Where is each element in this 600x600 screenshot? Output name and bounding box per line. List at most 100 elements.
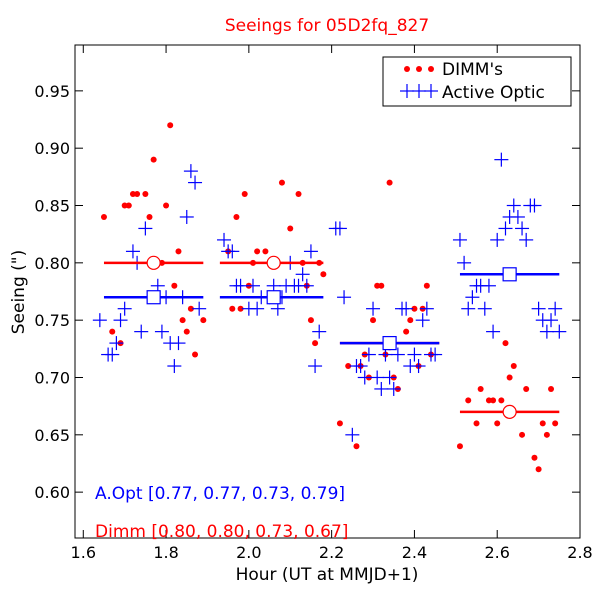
dimm-point-31: [287, 225, 294, 232]
aopt-point-42: [312, 324, 327, 339]
dimm-point-14: [175, 248, 182, 255]
aopt-point-51: [366, 301, 381, 316]
dimm-point-19: [200, 317, 207, 324]
dimm-point-22: [233, 213, 240, 220]
aopt-point-11: [154, 324, 169, 339]
dimm-point-39: [336, 420, 343, 427]
dimm-point-47: [378, 282, 385, 289]
aopt-point-68: [457, 255, 472, 270]
aopt-point-40: [303, 244, 318, 259]
aopt-point-15: [171, 336, 186, 351]
aopt-point-52: [370, 370, 385, 385]
dimm-point-6: [134, 191, 141, 198]
aopt-point-21: [217, 232, 232, 247]
dimm-point-9: [150, 156, 157, 163]
aopt-point-86: [531, 301, 546, 316]
y-axis-label: Seeing ("): [9, 250, 29, 335]
dimm-point-0: [100, 213, 107, 220]
dimm-point-67: [502, 340, 509, 347]
dimm-point-66: [498, 397, 505, 404]
dimm-point-64: [490, 397, 497, 404]
aopt-point-78: [498, 221, 513, 236]
dimm-point-13: [171, 282, 178, 289]
dimm-point-36: [312, 340, 319, 347]
aopt-point-28: [250, 301, 265, 316]
dimm-median-marker-0: [146, 255, 161, 270]
annotation-dimm-medians: Dimm [0.80, 0.80, 0.73, 0.67]: [95, 522, 348, 542]
aopt-point-69: [461, 301, 476, 316]
aopt-point-89: [544, 313, 559, 328]
y-axis: 0.60 0.65 0.70 0.75 0.80 0.85 0.90 0.95: [34, 82, 580, 502]
aopt-point-8: [134, 324, 149, 339]
y-tick-label-5: 0.85: [34, 197, 70, 216]
dimm-point-74: [539, 420, 546, 427]
x-tick-label-2: 2.0: [236, 543, 261, 562]
aopt-point-80: [506, 198, 521, 213]
aopt-point-19: [188, 175, 203, 190]
x-tick-label-5: 2.6: [484, 543, 509, 562]
aopt-point-20: [192, 301, 207, 316]
dimm-point-71: [523, 385, 530, 392]
aopt-point-50: [361, 347, 376, 362]
legend-aopt-plus-0: [400, 84, 414, 98]
aopt-point-57: [390, 347, 405, 362]
y-tick-label-3: 0.75: [34, 311, 70, 330]
aopt-point-85: [527, 198, 542, 213]
dimm-point-35: [307, 317, 314, 324]
aopt-point-62: [411, 359, 426, 374]
dimm-point-73: [535, 466, 542, 473]
aopt-point-23: [225, 244, 240, 259]
legend-aopt-label: Active Optic: [442, 83, 545, 103]
aopt-median-marker-3: [502, 267, 517, 282]
dimm-point-30: [278, 179, 285, 186]
y-tick-label-6: 0.90: [34, 139, 70, 158]
x-axis: 1.6 1.8 2.0 2.2 2.4 2.6 2.8: [71, 45, 593, 562]
aopt-median-marker-2: [382, 335, 397, 351]
aopt-point-76: [490, 232, 505, 247]
aopt-point-39: [299, 278, 314, 293]
dimm-point-24: [241, 191, 248, 198]
aopt-point-17: [179, 209, 194, 224]
dimm-point-60: [465, 397, 472, 404]
dimm-point-38: [320, 271, 327, 278]
dimm-point-32: [295, 191, 302, 198]
dimm-point-8: [146, 213, 153, 220]
aopt-point-61: [407, 347, 422, 362]
aopt-point-55: [382, 370, 397, 385]
aopt-point-70: [465, 290, 480, 305]
aopt-median-marker-0: [146, 290, 161, 305]
aopt-point-18: [183, 164, 198, 179]
aopt-point-82: [515, 221, 530, 236]
aopt-point-63: [415, 313, 430, 328]
x-tick-label-0: 1.6: [71, 543, 96, 562]
dimm-point-41: [353, 443, 360, 450]
aopt-point-73: [477, 301, 492, 316]
aopt-point-6: [125, 244, 140, 259]
dimm-point-52: [403, 328, 410, 335]
x-tick-label-4: 2.4: [402, 543, 427, 562]
dimm-point-18: [192, 351, 199, 358]
aopt-point-81: [510, 209, 525, 224]
aopt-point-74: [481, 278, 496, 293]
legend-dimm-label: DIMM's: [442, 60, 503, 80]
dimm-point-72: [531, 454, 538, 461]
dimm-point-61: [473, 420, 480, 427]
dimm-point-40: [345, 363, 352, 370]
legend-aopt-plus-1: [412, 84, 426, 98]
aopt-point-4: [113, 313, 128, 328]
dimm-point-12: [167, 122, 174, 129]
dimm-point-62: [477, 385, 484, 392]
dimm-point-69: [510, 363, 517, 370]
aopt-point-0: [92, 313, 107, 328]
aopt-point-88: [539, 324, 554, 339]
aopt-point-67: [452, 232, 467, 247]
x-tick-label-6: 2.8: [567, 543, 592, 562]
legend-aopt-marker: [400, 84, 438, 98]
dimm-point-21: [229, 305, 236, 312]
dimm-point-65: [494, 420, 501, 427]
dimm-point-77: [552, 420, 559, 427]
dimm-point-75: [543, 431, 550, 438]
legend-dimm-dot-2: [428, 66, 434, 72]
aopt-point-25: [233, 278, 248, 293]
dimm-point-70: [519, 431, 526, 438]
